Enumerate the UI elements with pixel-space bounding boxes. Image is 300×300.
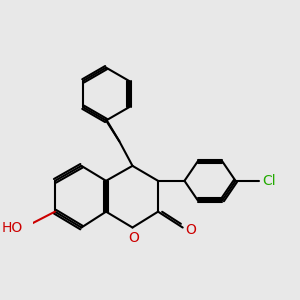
Text: O: O — [185, 223, 196, 237]
Text: O: O — [128, 232, 139, 245]
Text: HO: HO — [2, 220, 23, 235]
Text: Cl: Cl — [262, 174, 276, 188]
